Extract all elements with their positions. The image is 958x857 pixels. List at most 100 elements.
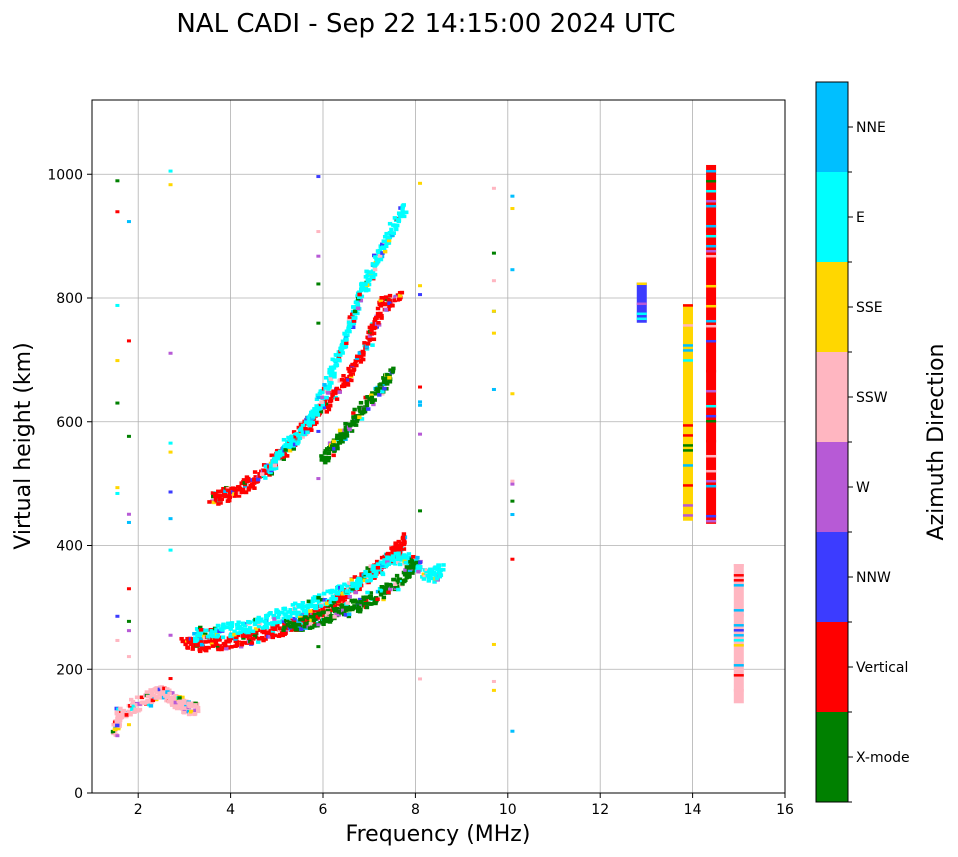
echo-point (300, 606, 305, 611)
echo-point (314, 404, 319, 408)
echo-point (357, 415, 362, 419)
echo-point (385, 555, 390, 560)
echo-point (240, 622, 246, 627)
echo-point (241, 478, 247, 482)
x-tick-label: 2 (134, 802, 143, 818)
echo-point (396, 557, 401, 562)
echo-point (243, 490, 249, 495)
echo-point (239, 642, 245, 647)
echo-point (395, 543, 400, 548)
echo-point (273, 466, 279, 470)
echo-point (357, 290, 362, 295)
echo-point (268, 470, 273, 475)
echo-point (387, 555, 393, 560)
echo-bar-stripe (706, 204, 717, 208)
echo-point (170, 691, 175, 695)
echo-point (239, 490, 245, 495)
echo-point (293, 625, 298, 629)
echo-point (339, 593, 344, 598)
echo-point (393, 295, 398, 299)
echo-point (117, 715, 122, 719)
echo-point (378, 592, 384, 597)
echo-point (288, 609, 293, 614)
echo-point (330, 393, 335, 397)
echo-point (202, 648, 208, 652)
echo-point (318, 409, 324, 414)
echo-point (299, 623, 304, 627)
echo-point (364, 399, 370, 404)
echo-point (362, 341, 367, 345)
echo-point (292, 606, 298, 611)
x-tick-label: 12 (591, 802, 609, 818)
echo-point (395, 223, 400, 228)
echo-point (356, 604, 362, 608)
echo-point (226, 639, 231, 644)
echo-point (362, 407, 367, 411)
y-tick-label: 0 (74, 786, 83, 802)
echo-point (221, 646, 227, 650)
echo-point (286, 435, 291, 440)
echo-point (327, 397, 332, 401)
echo-point (380, 389, 385, 394)
echo-point (367, 334, 373, 338)
echo-bar-stripe (706, 189, 717, 193)
echo-point (312, 624, 317, 628)
echo-point (307, 418, 313, 422)
echo-point (371, 402, 376, 407)
echo-point (376, 323, 382, 327)
y-axis-label: Virtual height (km) (11, 342, 36, 549)
echo-point (296, 440, 301, 444)
echo-point (410, 560, 415, 565)
echo-bar-stripe (682, 424, 693, 427)
echo-bar-stripe (706, 234, 717, 238)
echo-point (358, 577, 363, 582)
echo-point (375, 306, 381, 311)
echo-point (386, 562, 391, 567)
echo-point (148, 703, 154, 708)
echo-point (238, 644, 244, 649)
echo-point (322, 458, 328, 463)
echo-point (342, 605, 347, 609)
echo-point (362, 409, 368, 414)
echo-point (350, 581, 355, 586)
echo-point (364, 403, 370, 408)
echo-point (307, 423, 313, 428)
echo-point (316, 282, 321, 286)
colorbar-category-label: E (856, 210, 865, 226)
echo-point (259, 617, 264, 622)
echo-bar-stripe (636, 312, 647, 316)
echo-point (189, 704, 194, 709)
echo-point (314, 397, 320, 402)
echo-point (251, 481, 257, 485)
echo-point (346, 586, 351, 590)
echo-point (346, 612, 352, 616)
echo-point (383, 585, 388, 590)
echo-point (296, 625, 301, 629)
echo-point (386, 238, 392, 243)
echo-bar-stripe (706, 514, 717, 518)
echo-point (373, 391, 379, 396)
echo-point (380, 391, 385, 396)
echo-point (139, 695, 145, 700)
echo-point (321, 608, 326, 613)
echo-point (369, 574, 375, 579)
echo-point (352, 311, 357, 316)
echo-point (330, 395, 335, 399)
echo-bar-stripe (733, 624, 744, 627)
echo-point (305, 430, 310, 435)
echo-point (372, 267, 378, 272)
x-axis-ticks: 2 4 6 8 10 12 14 16 (134, 793, 794, 818)
echo-point (357, 597, 363, 602)
echo-point (335, 602, 340, 606)
echo-point (387, 301, 392, 306)
echo-point (314, 410, 320, 414)
echo-point (178, 699, 183, 704)
echo-point (197, 649, 203, 654)
echo-point (326, 451, 332, 456)
echo-bar-stripe (682, 514, 693, 517)
echo-point (396, 560, 401, 564)
echo-bar-stripe (706, 229, 717, 233)
echo-point (326, 405, 331, 409)
echo-point (345, 601, 350, 605)
